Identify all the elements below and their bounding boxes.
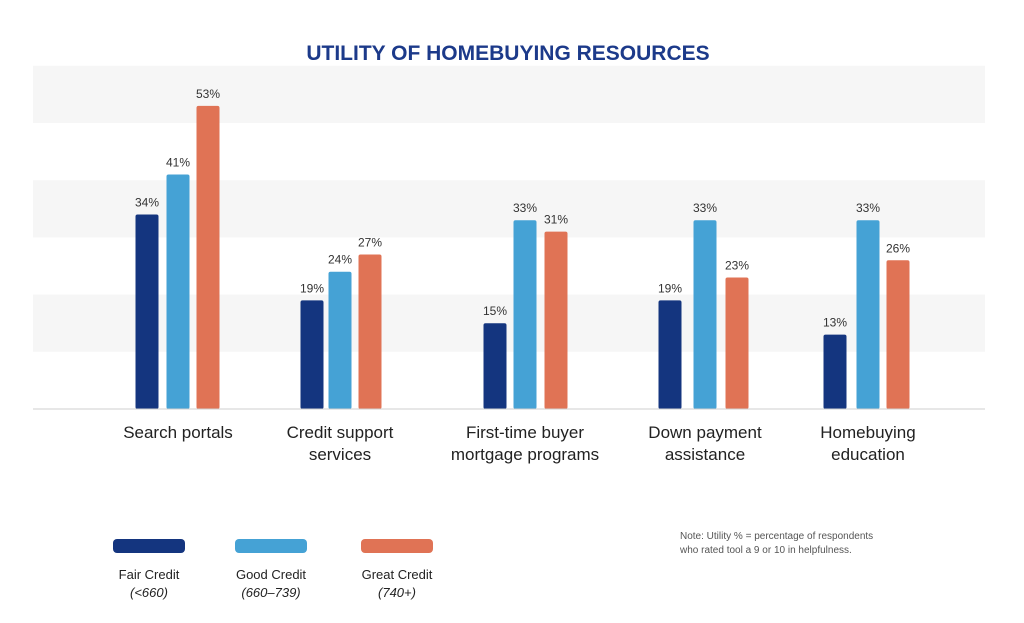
legend-label: Fair Credit [119,567,180,582]
value-label: 31% [544,213,568,227]
bar [856,220,880,409]
value-label: 19% [658,281,682,295]
value-label: 19% [300,281,324,295]
value-label: 33% [513,201,537,215]
legend-swatch [113,539,185,553]
value-label: 23% [725,258,749,272]
legend-label: Great Credit [362,567,433,582]
legend: Fair Credit (<660) Good Credit (660–739) Gre… [113,539,433,600]
legend-swatch [361,539,433,553]
value-label: 24% [328,253,352,267]
legend-sublabel: (660–739) [241,585,300,600]
footnote: Note: Utility % = percentage of responde… [679,531,873,556]
bar [483,323,507,409]
bar [658,300,682,409]
category-label: Search portals [123,423,233,442]
value-label: 33% [856,201,880,215]
value-label: 27% [358,236,382,250]
legend-label: Good Credit [236,567,306,582]
value-label: 34% [135,196,159,210]
value-label: 33% [693,201,717,215]
bar [513,220,537,409]
bar [300,300,324,409]
bar [544,231,568,409]
value-label: 53% [196,87,220,101]
grid-band [33,65,985,123]
bar [166,174,190,409]
bar [135,214,159,409]
category-label: First-time buyer mortgage programs [451,423,599,464]
grid-band [33,180,985,238]
category-label: Credit support services [287,423,394,464]
value-label: 13% [823,316,847,330]
bar [823,334,847,409]
category-labels-layer: Search portals Credit support services Firs… [123,423,916,464]
value-label: 26% [886,241,910,255]
value-label: 41% [166,155,190,169]
legend-sublabel: (740+) [378,585,416,600]
value-labels-layer: 34% 19% 15% 19% 13% 41% 24% 33% 33% 33% 53% 27% 31% 2… [135,87,910,330]
bar [328,271,352,409]
note-line: Note: Utility % = percentage of responde… [680,531,873,542]
bar [886,260,910,409]
note-line: who rated tool a 9 or 10 in helpfulness. [679,545,852,556]
bar [196,105,220,409]
bar [693,220,717,409]
bars-layer [135,105,910,409]
legend-sublabel: (<660) [130,585,168,600]
value-label: 15% [483,304,507,318]
category-label: Homebuying education [820,423,915,464]
legend-swatch [235,539,307,553]
category-label: Down payment assistance [648,423,762,464]
bar [725,277,749,409]
bar [358,254,382,409]
grid-bands [33,65,985,352]
chart-title: UTILITY OF HOMEBUYING RESOURCES [306,42,709,65]
